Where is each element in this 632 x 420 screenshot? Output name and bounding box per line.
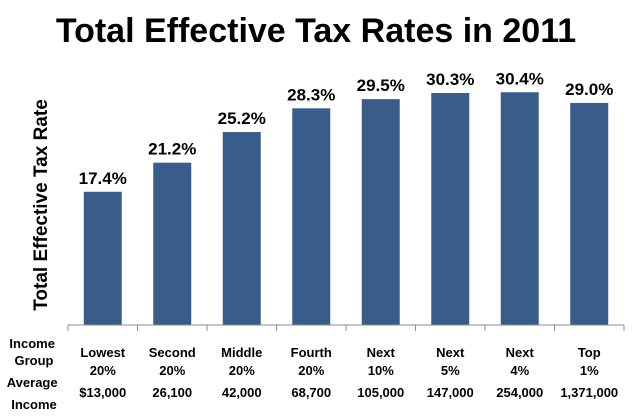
category-label: Next 4% 254,000 (496, 345, 543, 400)
row-label-income: Average Income (7, 375, 61, 412)
bar (153, 162, 192, 325)
bar (500, 92, 539, 325)
data-labels-group: 17.4% 21.2% 25.2% 28.3% 29.5% 30.3% 30.4% 29.0% (79, 69, 614, 188)
category-label: Second 20% 26,100 (149, 345, 196, 400)
data-label: 21.2% (148, 140, 196, 159)
row-label-group: Income Group (9, 336, 58, 368)
category-label: Fourth 20% 68,700 (291, 345, 332, 400)
chart-title: Total Effective Tax Rates in 2011 (56, 12, 576, 50)
data-label: 29.5% (357, 76, 405, 95)
data-label: 30.3% (426, 70, 474, 89)
x-axis-ticks (67, 325, 625, 331)
bar (292, 108, 331, 325)
category-labels-group: Lowest 20% $13,000 Second 20% 26,100 Middle 20%… (79, 345, 618, 400)
y-axis-label: Total Effective Tax Rate (31, 99, 52, 311)
data-label: 30.4% (496, 69, 544, 88)
bar (570, 102, 609, 325)
data-label: 28.3% (287, 85, 335, 104)
bars-group (83, 92, 609, 325)
category-label: Lowest 20% $13,000 (79, 345, 126, 400)
data-label: 29.0% (565, 80, 613, 99)
category-label: Middle 20% 42,000 (221, 345, 262, 400)
bar (431, 93, 470, 325)
row-labels: Income Group Average Income (7, 336, 61, 412)
data-label: 17.4% (79, 169, 127, 188)
category-label: Next 5% 147,000 (427, 345, 474, 400)
category-label: Next 10% 105,000 (357, 345, 404, 400)
bar (361, 99, 400, 325)
bar (222, 132, 261, 325)
bar (83, 191, 122, 325)
category-label: Top 1% 1,371,000 (560, 345, 618, 400)
data-label: 25.2% (218, 109, 266, 128)
